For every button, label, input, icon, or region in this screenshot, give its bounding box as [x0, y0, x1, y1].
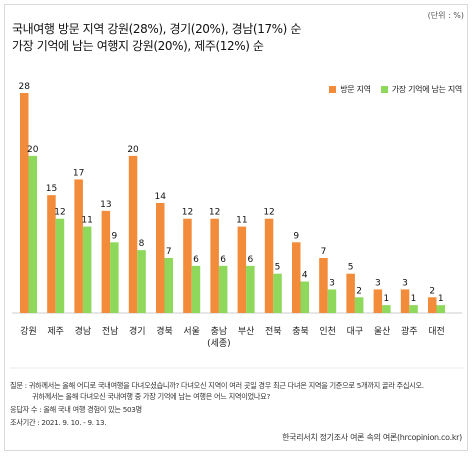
data-label-memorable-6: 6: [193, 255, 199, 265]
data-label-memorable-7: 6: [220, 255, 226, 265]
category-label-10: 충북: [292, 326, 309, 337]
data-label-visit-11: 7: [321, 247, 327, 257]
data-label-visit-2: 17: [73, 168, 84, 178]
bar-memorable-4: [137, 250, 146, 313]
bar-visit-10: [292, 242, 301, 313]
bar-memorable-8: [246, 265, 255, 313]
bar-visit-5: [156, 203, 165, 313]
data-label-memorable-12: 2: [356, 286, 362, 296]
footnote-respondents: 응답자 수 : 올해 국내 여행 경험이 있는 503명: [10, 405, 142, 414]
chart-title-line1: 국내여행 방문 지역 강원(28%), 경기(20%), 경남(17%) 순: [12, 22, 302, 36]
bar-visit-9: [264, 218, 274, 313]
data-label-memorable-1: 12: [54, 208, 65, 218]
bar-visit-7: [210, 218, 219, 313]
legend-swatch-memorable: [380, 86, 388, 93]
bar-memorable-13: [382, 305, 391, 313]
bar-visit-0: [20, 93, 29, 313]
bar-visit-11: [319, 258, 328, 313]
data-label-visit-1: 15: [46, 184, 57, 194]
data-label-memorable-8: 6: [247, 255, 253, 265]
category-label-9: 전북: [265, 326, 282, 337]
bar-memorable-11: [327, 289, 337, 313]
data-label-visit-7: 12: [209, 208, 220, 218]
legend-swatch-visit: [329, 86, 337, 93]
category-sublabel-7: (세종): [207, 338, 231, 349]
data-label-visit-3: 13: [100, 200, 111, 210]
data-label-memorable-0: 20: [27, 145, 39, 155]
data-label-visit-5: 14: [155, 192, 167, 202]
data-label-memorable-2: 11: [81, 216, 92, 226]
category-label-1: 제주: [47, 326, 64, 337]
category-label-14: 광주: [401, 325, 418, 337]
bar-visit-8: [237, 226, 247, 313]
bar-memorable-3: [110, 242, 119, 313]
chart-frame: [4, 4, 468, 451]
bar-visit-15: [428, 297, 437, 313]
category-label-4: 경기: [129, 325, 146, 337]
category-label-6: 서울: [183, 326, 200, 337]
data-label-visit-6: 12: [182, 208, 193, 218]
category-label-7: 충남: [211, 326, 228, 337]
data-label-visit-4: 20: [127, 145, 139, 155]
bar-visit-1: [47, 195, 56, 313]
unit-label: (단위 : %): [427, 11, 464, 20]
bar-memorable-10: [300, 281, 309, 313]
data-label-memorable-4: 8: [139, 239, 145, 249]
bar-visit-3: [101, 210, 111, 313]
bar-visit-6: [183, 218, 192, 313]
legend-label-visit: 방문 지역: [340, 85, 371, 94]
data-label-visit-12: 5: [348, 263, 354, 273]
category-label-0: 강원: [20, 326, 37, 337]
data-label-visit-10: 9: [293, 231, 299, 241]
bar-visit-2: [74, 179, 83, 313]
data-label-visit-13: 3: [375, 278, 381, 288]
data-label-memorable-11: 3: [329, 278, 335, 288]
category-label-15: 대전: [428, 326, 445, 337]
footnote-period: 조사기간 : 2021. 9. 10. - 9. 13.: [10, 418, 107, 427]
chart-title-line2: 가장 기억에 남는 여행지 강원(20%), 제주(12%) 순: [12, 39, 264, 53]
bar-memorable-5: [164, 258, 173, 313]
footnote-question: 질문 : 귀하께서는 올해 어디로 국내여행을 다녀오셨습니까? 다녀오신 지역…: [10, 381, 424, 391]
data-label-memorable-3: 9: [111, 231, 117, 241]
data-label-memorable-15: 1: [438, 294, 444, 304]
data-label-visit-15: 2: [429, 286, 435, 296]
bar-visit-4: [128, 155, 138, 313]
data-label-visit-9: 12: [263, 208, 274, 218]
category-label-13: 울산: [374, 326, 391, 337]
category-label-12: 대구: [347, 326, 364, 337]
bar-memorable-12: [354, 297, 364, 313]
bar-visit-14: [400, 289, 410, 313]
source-credit: 한국리서치 정기조사 여론 속의 여론(hrcopinion.co.kr): [282, 433, 462, 442]
bar-memorable-6: [191, 265, 201, 313]
data-label-memorable-5: 7: [166, 247, 172, 257]
category-label-2: 경남: [75, 325, 92, 337]
bar-memorable-2: [82, 226, 92, 313]
bar-memorable-14: [409, 305, 418, 313]
category-label-8: 부산: [238, 326, 255, 337]
bar-memorable-9: [273, 273, 282, 313]
footnote-question-2: 귀하께서는 올해 다녀오신 국내여행 중 가장 기억에 남는 여행은 어느 지역…: [32, 392, 270, 401]
data-label-visit-8: 11: [236, 216, 247, 226]
bar-memorable-1: [55, 218, 65, 313]
data-label-memorable-9: 5: [275, 263, 281, 273]
category-label-5: 경북: [156, 325, 173, 337]
data-label-memorable-10: 4: [302, 271, 308, 281]
data-label-memorable-14: 1: [411, 294, 417, 304]
data-label-memorable-13: 1: [383, 294, 389, 304]
bar-memorable-7: [218, 265, 228, 313]
category-label-3: 전남: [102, 326, 119, 337]
bar-visit-12: [346, 273, 355, 313]
data-label-visit-14: 3: [402, 278, 408, 288]
legend: 방문 지역 가장 기억에 남는 지역: [329, 84, 462, 95]
data-label-visit-0: 28: [19, 82, 31, 92]
footnote-question-1: 귀하께서는 올해 어디로 국내여행을 다녀오셨습니까? 다녀오신 지역이 여러 …: [28, 381, 424, 390]
footnote-question-label: 질문 :: [10, 381, 27, 390]
legend-label-memorable: 가장 기억에 남는 지역: [391, 85, 463, 94]
category-label-11: 인천: [319, 326, 336, 337]
bar-memorable-0: [28, 155, 37, 313]
bar-memorable-15: [436, 305, 445, 313]
bar-visit-13: [373, 289, 383, 313]
